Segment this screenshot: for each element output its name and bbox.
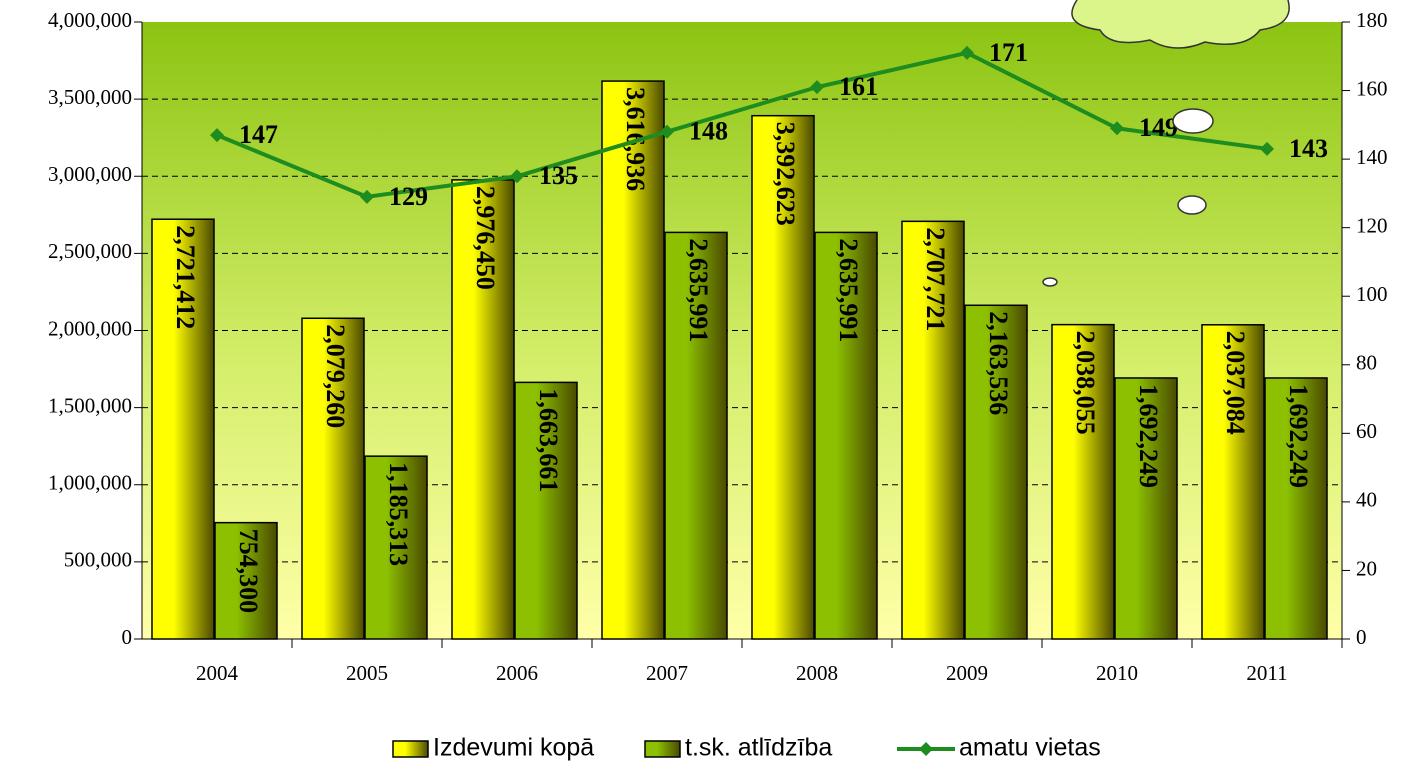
x-tick-label: 2005 <box>346 661 388 685</box>
bar-value-label: 2,163,536 <box>984 311 1013 415</box>
bar <box>964 304 1028 640</box>
y-tick-label: 2,000,000 <box>48 316 132 340</box>
line-marker <box>660 124 674 139</box>
layer: 0 500,000 1,000,000 1,500,000 2,000,000 2,500… <box>48 8 1388 762</box>
bar <box>1051 323 1115 640</box>
bar-value-label: 2,635,991 <box>684 238 713 342</box>
bar <box>601 80 665 640</box>
legend-swatch <box>644 740 681 758</box>
bar <box>1264 377 1328 640</box>
y2-tick-label: 160 <box>1356 76 1388 100</box>
bar-value-label: 1,185,313 <box>384 462 413 566</box>
y2-tick-label: 100 <box>1356 282 1388 306</box>
line-value-label: 161 <box>839 72 878 101</box>
line-marker <box>360 189 374 204</box>
bar-value-label: 2,037,084 <box>1221 331 1250 435</box>
line-value-label: 171 <box>989 38 1028 67</box>
legend-label: Izdevumi kopā <box>433 734 594 762</box>
bar <box>1201 324 1265 640</box>
y-tick-label: 2,500,000 <box>48 239 132 263</box>
x-tick-label: 2007 <box>646 661 688 685</box>
line-marker <box>1110 121 1124 136</box>
legend-swatch <box>392 740 429 758</box>
cloud-bubble <box>1042 277 1058 287</box>
y2-tick-label: 20 <box>1356 556 1377 580</box>
bar-value-label: 2,976,450 <box>471 186 500 290</box>
bar <box>664 231 728 640</box>
bar-value-label: 2,038,055 <box>1071 331 1100 435</box>
bar <box>301 317 365 640</box>
line-value-label: 148 <box>689 117 728 146</box>
x-tick-label: 2004 <box>196 661 239 685</box>
line-value-label: 135 <box>539 161 578 190</box>
line-value-label: 147 <box>239 120 278 149</box>
bar-value-label: 2,079,260 <box>321 324 350 428</box>
bar-value-label: 2,721,412 <box>171 225 200 329</box>
cloud-bubble <box>1177 195 1207 215</box>
x-tick-label: 2010 <box>1096 661 1138 685</box>
bar-value-label: 1,692,249 <box>1134 384 1163 488</box>
cloud <box>1071 0 1290 49</box>
line-marker <box>960 45 974 60</box>
y-tick-label: 3,500,000 <box>48 85 132 109</box>
line-marker <box>810 80 824 95</box>
line-value-label: 149 <box>1139 113 1178 142</box>
legend-marker <box>919 742 933 756</box>
bar-value-label: 754,300 <box>234 529 263 614</box>
y2-tick-label: 60 <box>1356 419 1377 443</box>
x-tick-label: 2011 <box>1246 661 1287 685</box>
bar <box>364 455 428 640</box>
line-marker <box>210 128 224 143</box>
y2-tick-label: 120 <box>1356 213 1388 237</box>
bar-value-label: 1,663,661 <box>534 388 563 492</box>
y2-tick-label: 80 <box>1356 351 1377 375</box>
x-tick-label: 2006 <box>496 661 538 685</box>
x-tick-label: 2008 <box>796 661 838 685</box>
y-tick-label: 0 <box>122 625 133 649</box>
bar <box>514 381 578 640</box>
bar <box>751 114 815 640</box>
bar <box>1114 377 1178 640</box>
y-tick-label: 1,500,000 <box>48 393 132 417</box>
y2-tick-label: 180 <box>1356 8 1388 32</box>
bar <box>901 220 965 640</box>
bar <box>214 521 278 640</box>
legend-label: t.sk. atlīdzība <box>685 734 832 762</box>
legend-label: amatu vietas <box>959 734 1101 762</box>
x-tick-label: 2009 <box>946 661 988 685</box>
bar-value-label: 2,635,991 <box>834 238 863 342</box>
bar <box>814 231 878 640</box>
y-tick-label: 1,000,000 <box>48 471 132 495</box>
cloud-bubble <box>1172 108 1214 134</box>
line-marker <box>510 169 524 184</box>
y2-tick-label: 0 <box>1356 625 1367 649</box>
y-tick-label: 500,000 <box>64 548 132 572</box>
line <box>216 50 1268 199</box>
y2-tick-label: 140 <box>1356 145 1388 169</box>
y2-tick-label: 40 <box>1356 488 1377 512</box>
y-tick-label: 3,000,000 <box>48 162 132 186</box>
bar <box>451 179 515 640</box>
bar-value-label: 3,392,623 <box>771 122 800 226</box>
line-value-label: 143 <box>1289 134 1328 163</box>
line-value-label: 129 <box>389 182 428 211</box>
bar-value-label: 1,692,249 <box>1284 384 1313 488</box>
bar-value-label: 2,707,721 <box>921 227 950 331</box>
y-tick-label: 4,000,000 <box>48 8 132 32</box>
bar <box>151 218 215 640</box>
line-marker <box>1260 141 1274 156</box>
